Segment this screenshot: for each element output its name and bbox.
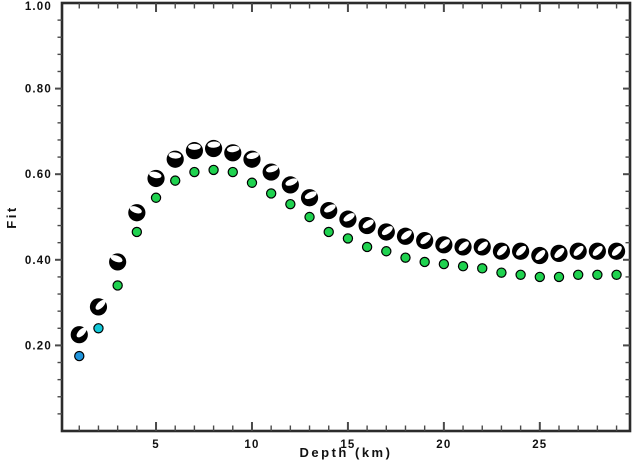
circle-marker [515, 269, 526, 280]
x-axis-title: Depth (km) [300, 445, 393, 460]
circle-marker [611, 269, 622, 280]
circle-marker [419, 256, 430, 268]
circle-marker [170, 175, 181, 186]
circle-marker [457, 261, 469, 272]
circle-marker [304, 211, 315, 223]
beachball-marker [300, 189, 319, 207]
circle-marker [93, 323, 104, 334]
chart-render-root: 5 10 15 20 25 0.20 0.40 0.60 0.80 1.00 [25, 1, 632, 451]
beachball-marker [128, 204, 146, 222]
circle-marker [592, 269, 603, 280]
beachball-marker [89, 298, 108, 316]
y-tick-label: 1.00 [25, 1, 52, 13]
y-tick-label: 0.40 [25, 255, 52, 267]
circle-marker [400, 252, 411, 263]
circle-marker [553, 271, 565, 283]
axis-ticks [55, 3, 630, 431]
beachball-marker [377, 223, 395, 241]
circle-marker [189, 166, 200, 178]
circle-marker [572, 269, 584, 280]
x-tick-label: 25 [532, 439, 547, 451]
beachball-marker [396, 227, 415, 245]
circle-marker [246, 177, 258, 188]
circle-marker [361, 241, 373, 253]
beachball-marker [243, 150, 261, 168]
beachball-marker [204, 139, 223, 158]
circle-marker [208, 164, 219, 176]
circle-marker [323, 226, 334, 238]
beachball-marker [339, 210, 357, 228]
circle-marker [285, 198, 296, 210]
beachball-marker [473, 238, 491, 256]
beachball-marker [224, 144, 242, 162]
circle-marker [150, 192, 162, 203]
beachball-marker [166, 150, 184, 168]
y-axis-title: Fit [4, 205, 19, 228]
circle-marker [265, 188, 277, 199]
circle-marker [534, 271, 546, 283]
beachball-series [70, 139, 626, 344]
beachball-marker [569, 242, 587, 260]
circle-marker [131, 226, 143, 238]
circle-marker [74, 350, 85, 362]
beachball-marker [550, 244, 568, 262]
beachball-marker [281, 176, 299, 194]
y-tick-label: 0.80 [25, 84, 52, 96]
circle-marker [112, 280, 123, 291]
beachball-marker [262, 163, 280, 181]
beachball-marker [512, 242, 530, 260]
circle-marker [381, 246, 392, 257]
beachball-marker [416, 231, 434, 250]
beachball-marker [320, 201, 338, 220]
x-tick-label: 5 [152, 439, 160, 451]
beachball-marker [109, 253, 127, 271]
beachball-marker [70, 326, 88, 344]
plot-frame [60, 1, 632, 433]
y-tick-label: 0.60 [25, 169, 52, 181]
circle-marker [496, 267, 507, 278]
beachball-marker [454, 238, 472, 256]
circle-marker [438, 258, 450, 270]
tick-labels: 5 10 15 20 25 0.20 0.40 0.60 0.80 1.00 [25, 1, 547, 451]
x-tick-label: 20 [436, 439, 451, 451]
beachball-marker [147, 169, 165, 188]
beachball-marker [607, 242, 626, 260]
circle-marker [227, 166, 238, 178]
beachball-marker [358, 216, 376, 235]
x-tick-label: 15 [340, 439, 355, 451]
circle-marker [342, 233, 354, 244]
y-tick-label: 0.20 [25, 340, 52, 352]
circle-marker [477, 263, 488, 274]
beachball-marker [588, 242, 606, 260]
circle-series [74, 164, 622, 362]
beachball-marker [531, 246, 549, 265]
x-tick-label: 10 [244, 439, 259, 451]
beachball-marker [185, 142, 204, 160]
beachball-marker [492, 242, 511, 260]
beachball-marker [435, 236, 453, 254]
